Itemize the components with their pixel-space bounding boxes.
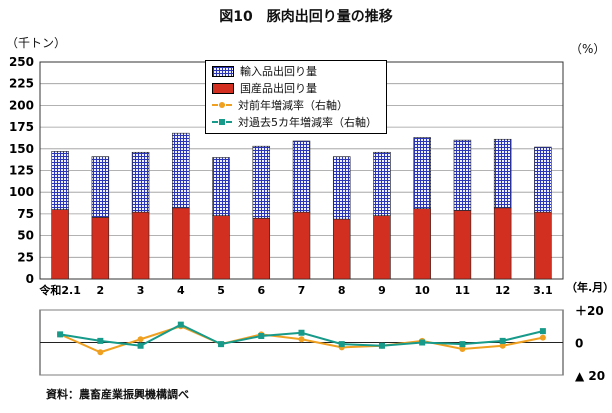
legend-swatch-5yr (212, 117, 232, 127)
bar-domestic (91, 217, 110, 280)
bar-domestic (453, 210, 472, 280)
point-5yr (459, 341, 466, 348)
x-tick-label: 6 (257, 284, 265, 297)
x-tick-label: 5 (217, 284, 225, 297)
point-5yr (338, 341, 345, 348)
legend-label-5yr: 対過去5カ年増減率（右軸） (238, 116, 377, 129)
bar-domestic (413, 208, 431, 280)
bar-import (413, 137, 431, 209)
bar-import (292, 140, 311, 213)
point-yoy (137, 336, 144, 343)
y-tick-label: 100 (9, 185, 34, 199)
legend-swatch-yoy (212, 100, 232, 110)
legend-label-yoy: 対前年増減率（右軸） (238, 99, 348, 112)
point-5yr (419, 339, 426, 346)
legend-item-domestic: 国産品出回り量 (212, 80, 317, 96)
point-yoy (298, 336, 305, 343)
legend-item-5yr: 対過去5カ年増減率（右軸） (212, 114, 377, 130)
point-5yr (539, 328, 546, 335)
y-tick-label: 75 (17, 207, 34, 221)
x-tick-label: 7 (298, 284, 306, 297)
legend-swatch-import (212, 65, 234, 77)
point-5yr (298, 329, 305, 336)
y-tick-label: 125 (9, 164, 34, 178)
bar-domestic (131, 211, 150, 280)
x-tick-label: 3.1 (533, 284, 553, 297)
x-tick-label: 令和2.1 (38, 283, 81, 297)
point-5yr (499, 337, 506, 344)
bar-import (534, 146, 552, 213)
bar-domestic (292, 211, 311, 280)
bar-import (493, 138, 512, 209)
bar-domestic (51, 209, 69, 280)
right-tick-label: ▲ 20 (575, 369, 605, 383)
bar-import (91, 156, 110, 218)
bar-import (453, 139, 472, 211)
bar-domestic (373, 215, 391, 280)
bar-import (212, 157, 230, 216)
right-tick-label: ＋20 (575, 304, 604, 318)
point-5yr (378, 342, 385, 349)
bar-domestic (212, 215, 230, 280)
bar-domestic (252, 217, 271, 280)
point-5yr (177, 321, 184, 328)
point-5yr (137, 342, 144, 349)
bar-import (373, 151, 391, 216)
x-tick-label: 9 (378, 284, 386, 297)
legend-label-import: 輸入品出回り量 (240, 65, 317, 78)
legend-label-domestic: 国産品出回り量 (240, 82, 317, 95)
x-tick-label: 8 (338, 284, 346, 297)
y-tick-label: 50 (17, 229, 34, 243)
y-tick-label: 0 (26, 272, 34, 286)
chart-title: 図10 豚肉出回り量の推移 (219, 9, 393, 25)
legend-item-import: 輸入品出回り量 (212, 63, 317, 79)
point-yoy (459, 346, 466, 352)
legend-item-yoy: 対前年増減率（右軸） (212, 97, 348, 113)
bar-import (172, 132, 190, 209)
legend: 輸入品出回り量 国産品出回り量 対前年増減率（右軸） 対過去5カ年増減率（右軸） (205, 60, 387, 134)
y-tick-label: 250 (9, 55, 34, 69)
x-tick-label: 3 (137, 284, 145, 297)
bar-import (252, 145, 271, 219)
point-5yr (97, 337, 104, 344)
y-tick-label: 225 (9, 77, 34, 91)
point-5yr (218, 341, 225, 348)
y-tick-label: 200 (9, 98, 34, 112)
left-axis-unit: （千トン） (6, 36, 67, 50)
y-tick-label: 25 (17, 250, 34, 264)
bar-domestic (493, 207, 512, 280)
source-note: 資料：農畜産業振興機構調べ (46, 388, 189, 401)
x-tick-label: 10 (415, 284, 431, 297)
x-axis-unit: （年.月） (566, 280, 612, 294)
right-axis-unit: （%） (570, 42, 606, 56)
point-5yr (258, 333, 265, 339)
bar-import (131, 151, 150, 213)
x-tick-label: 4 (177, 284, 185, 297)
bar-domestic (534, 211, 552, 280)
right-tick-label: 0 (575, 337, 583, 351)
y-tick-label: 150 (9, 142, 34, 156)
point-yoy (499, 342, 506, 349)
bar-import (51, 151, 69, 210)
x-tick-label: 2 (97, 284, 105, 297)
bar-import (332, 156, 351, 220)
point-yoy (97, 349, 104, 356)
legend-swatch-domestic (212, 82, 234, 94)
bar-domestic (172, 207, 190, 280)
bar-domestic (332, 218, 351, 280)
point-yoy (539, 334, 546, 341)
point-5yr (57, 331, 64, 338)
x-tick-label: 11 (455, 284, 470, 297)
x-tick-label: 12 (495, 284, 510, 297)
y-tick-label: 175 (9, 120, 34, 134)
